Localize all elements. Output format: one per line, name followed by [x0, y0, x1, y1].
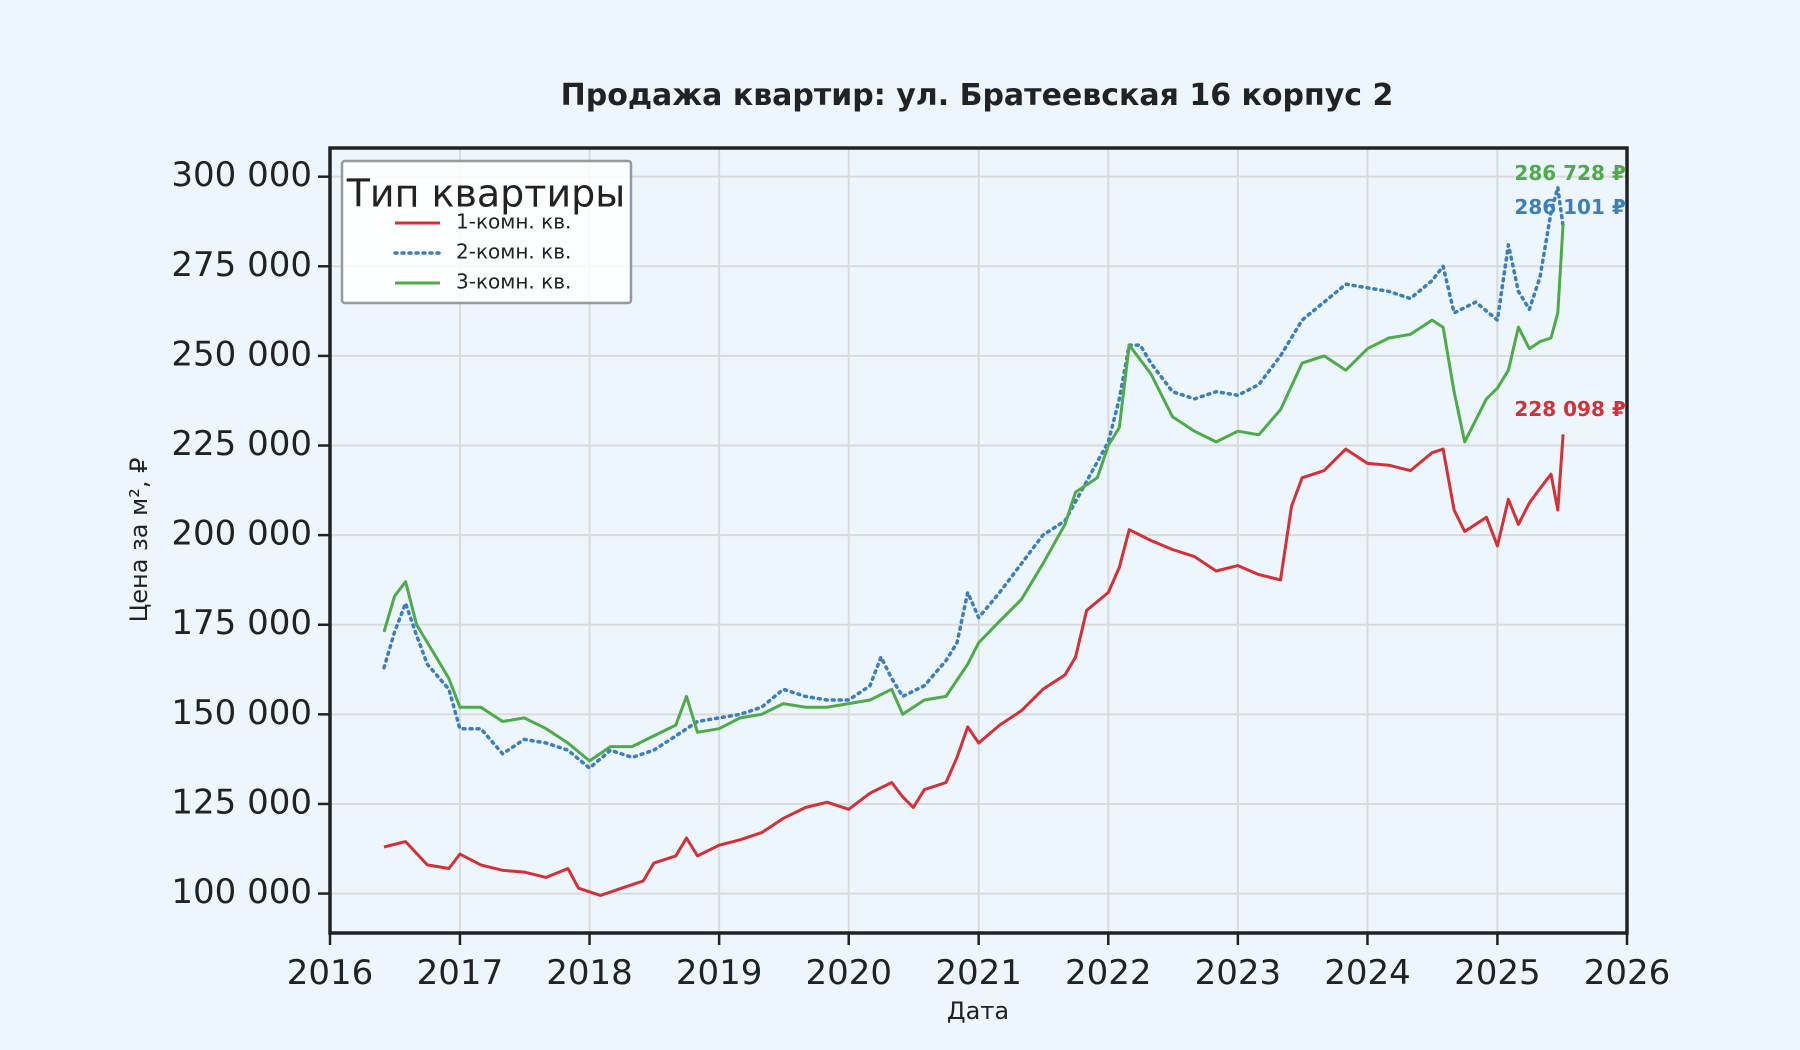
x-tick-label: 2018 — [546, 953, 633, 993]
legend[interactable]: Тип квартиры 1-комн. кв. 2-комн. кв. 3-ком… — [340, 159, 633, 305]
legend-title: Тип квартиры — [346, 172, 626, 216]
end-value-label-3: 286 728 ₽ — [1514, 161, 1625, 185]
x-tick-label: 2021 — [935, 953, 1022, 993]
y-tick-label: 150 000 — [171, 693, 312, 733]
y-tick-label: 100 000 — [171, 872, 312, 912]
legend-items: 1-комн. кв. 2-комн. кв. 3-комн. кв. — [393, 210, 571, 294]
y-tick-label: 250 000 — [171, 334, 312, 374]
legend-label-3: 3-комн. кв. — [456, 270, 571, 294]
legend-box — [340, 159, 633, 305]
series-layer — [382, 185, 1565, 897]
y-tick-label: 275 000 — [171, 245, 312, 285]
x-tick-label: 2023 — [1195, 953, 1282, 993]
x-axis: 2016 2017 2018 2019 2020 2021 2022 2023 2024 2025… — [287, 933, 1671, 993]
y-axis: 100 000 125 000 150 000 175 000 200 000 225 0… — [171, 155, 330, 912]
y-tick-label: 225 000 — [171, 424, 312, 464]
x-tick-label: 2016 — [287, 953, 374, 993]
y-axis-label: Цена за м², ₽ — [125, 458, 153, 623]
series-line-3 — [382, 224, 1565, 763]
x-tick-label: 2025 — [1454, 953, 1541, 993]
legend-label-2: 2-комн. кв. — [456, 240, 571, 264]
x-tick-label: 2020 — [805, 953, 892, 993]
y-tick-label: 300 000 — [171, 155, 312, 195]
y-tick-label: 200 000 — [171, 514, 312, 554]
x-tick-label: 2026 — [1584, 953, 1671, 993]
y-tick-label: 125 000 — [171, 782, 312, 822]
series-line-2 — [382, 185, 1565, 770]
series-line-1 — [383, 434, 1565, 897]
x-axis-label: Дата — [947, 997, 1009, 1025]
legend-label-1: 1-комн. кв. — [456, 210, 571, 234]
end-value-label-1: 228 098 ₽ — [1514, 397, 1625, 421]
x-tick-label: 2017 — [417, 953, 504, 993]
end-labels: 228 098 ₽ 286 101 ₽ 286 728 ₽ — [1514, 161, 1625, 421]
chart-title: Продажа квартир: ул. Братеевская 16 корп… — [561, 78, 1394, 113]
x-tick-label: 2024 — [1324, 953, 1411, 993]
end-value-label-2: 286 101 ₽ — [1514, 195, 1625, 219]
y-tick-label: 175 000 — [171, 603, 312, 643]
x-tick-label: 2019 — [676, 953, 763, 993]
x-tick-label: 2022 — [1065, 953, 1152, 993]
